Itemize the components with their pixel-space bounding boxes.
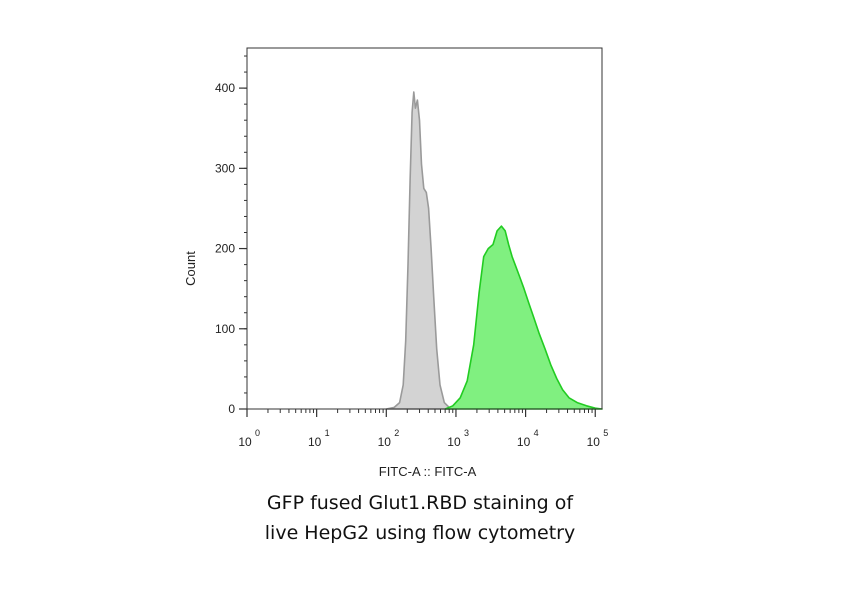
histogram-series-2 xyxy=(444,225,603,410)
y-axis: 0 100 200 300 400 xyxy=(215,55,247,416)
x-tick-label: 10 xyxy=(587,435,601,449)
y-axis-title: Count xyxy=(183,251,198,286)
x-tick-label: 10 xyxy=(308,435,322,449)
x-axis-title: FITC-A :: FITC-A xyxy=(379,464,477,479)
y-tick-label: 200 xyxy=(215,242,235,256)
x-tick-exponent: 5 xyxy=(603,428,608,438)
y-tick-label: 400 xyxy=(215,81,235,95)
y-tick-label: 300 xyxy=(215,161,235,175)
x-tick-label: 10 xyxy=(447,435,461,449)
x-tick-label: 10 xyxy=(517,435,531,449)
x-tick-exponent: 0 xyxy=(255,428,260,438)
y-tick-label: 100 xyxy=(215,322,235,336)
caption-line-1: GFP fused Glut1.RBD staining of xyxy=(266,492,574,514)
x-tick-exponent: 1 xyxy=(325,428,330,438)
figure-caption: GFP fused Glut1.RBD staining of live Hep… xyxy=(200,488,640,548)
x-tick-label: 10 xyxy=(238,435,252,449)
x-tick-label: 10 xyxy=(378,435,392,449)
plot-area xyxy=(385,91,603,410)
x-tick-exponent: 3 xyxy=(464,428,469,438)
histogram-series-1 xyxy=(385,91,456,410)
y-tick-label: 0 xyxy=(228,402,235,416)
x-tick-exponent: 2 xyxy=(394,428,399,438)
x-tick-exponent: 4 xyxy=(534,428,539,438)
caption-line-2: live HepG2 using flow cytometry xyxy=(264,522,576,544)
plot-frame xyxy=(246,47,603,410)
